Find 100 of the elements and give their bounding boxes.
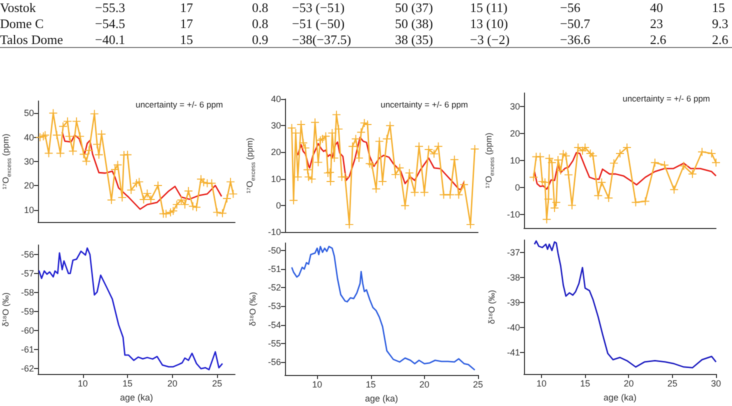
- point: [124, 150, 132, 159]
- point: [301, 144, 310, 152]
- point: [564, 170, 573, 179]
- y-tick-label: -40: [506, 322, 520, 333]
- x-tick-label: 15: [580, 378, 590, 388]
- y-tick-label: -56: [20, 249, 34, 260]
- x-axis-title: age (ka): [603, 392, 637, 402]
- text: 17: [180, 0, 193, 16]
- point: [698, 148, 706, 156]
- text: 2.6: [650, 32, 666, 48]
- y-tick-label: 0: [276, 200, 281, 210]
- point: [154, 181, 162, 190]
- point: [396, 164, 404, 172]
- point: [85, 146, 94, 154]
- point: [41, 131, 50, 140]
- y-tick-label: -57: [20, 268, 34, 278]
- text: −56: [560, 0, 580, 16]
- text: 15: [180, 32, 193, 48]
- y-tick-label: 20: [270, 147, 281, 158]
- x-tick-label: 15: [122, 378, 133, 388]
- text: 40: [650, 0, 663, 16]
- y-tick-label: 20: [510, 128, 520, 138]
- line-series: [534, 240, 717, 368]
- point: [540, 178, 549, 186]
- line-series: [291, 246, 476, 371]
- point: [64, 117, 72, 126]
- point: [326, 177, 335, 186]
- point: [76, 132, 84, 140]
- point: [391, 170, 400, 179]
- text: −54.5: [95, 16, 126, 32]
- y-tick-label: -61: [20, 344, 34, 354]
- text: 17: [180, 16, 193, 32]
- text: Talos Dome: [0, 32, 63, 48]
- y-tick-label: 10: [24, 204, 34, 215]
- point: [93, 140, 102, 148]
- point: [670, 186, 678, 194]
- point: [544, 195, 552, 204]
- point: [430, 150, 438, 158]
- point: [308, 175, 316, 184]
- point: [52, 131, 61, 140]
- point: [226, 178, 235, 186]
- annotation: uncertainty = +/- 6 ppm: [622, 94, 710, 104]
- point: [368, 160, 376, 169]
- point: [341, 172, 350, 181]
- text: Vostok: [0, 0, 36, 16]
- point: [650, 158, 659, 167]
- point: [545, 154, 554, 162]
- text: 23: [650, 16, 663, 32]
- point: [460, 180, 468, 189]
- text: −3 (−2): [470, 32, 510, 48]
- x-axis-title: age (ka): [364, 393, 398, 404]
- text: −40.1: [95, 32, 126, 48]
- x-tick-label: 15: [366, 380, 376, 390]
- y-tick-label: -38: [506, 272, 520, 283]
- y-tick-label: -51: [268, 264, 281, 274]
- text: 0.8: [252, 16, 268, 32]
- y-tick-label: 30: [24, 156, 34, 166]
- y-tick-label: 10: [270, 174, 281, 184]
- point: [59, 122, 68, 130]
- x-tick-label: 20: [624, 378, 634, 388]
- annotation: uncertainty = +/- 6 ppm: [136, 100, 224, 110]
- point: [222, 194, 231, 203]
- point: [641, 197, 650, 206]
- point: [334, 125, 343, 134]
- y-tick-label: 40: [270, 94, 281, 104]
- x-tick-label: 30: [710, 378, 722, 388]
- point: [610, 159, 618, 168]
- point: [574, 144, 582, 152]
- text: −51 (−50): [292, 16, 345, 32]
- point: [318, 134, 327, 143]
- y-tick-label: 0: [514, 182, 520, 192]
- y-axis-title: δ¹⁸O (‰): [248, 292, 258, 326]
- point: [290, 196, 298, 204]
- point: [140, 195, 148, 204]
- point: [218, 209, 226, 218]
- point: [556, 166, 565, 174]
- point: [169, 206, 178, 215]
- point: [552, 198, 560, 206]
- point: [348, 142, 357, 150]
- point: [660, 161, 669, 170]
- point: [712, 158, 720, 167]
- point: [188, 202, 197, 210]
- text: −55.3: [95, 0, 126, 16]
- text: 13 (10): [470, 16, 508, 32]
- point: [424, 146, 433, 154]
- text: 15 (11): [470, 0, 508, 16]
- y-tick-label: -37: [506, 248, 520, 258]
- y-tick-label: -62: [20, 363, 34, 374]
- point: [688, 170, 696, 178]
- y-axis-title: δ¹⁸O (‰): [0, 292, 11, 327]
- y-tick-label: -41: [506, 348, 520, 358]
- point: [65, 132, 74, 140]
- point: [708, 149, 716, 158]
- text: 15: [712, 0, 725, 16]
- point: [588, 152, 597, 160]
- text: 0.8: [252, 0, 268, 16]
- point: [604, 194, 613, 202]
- text: 38 (35): [395, 32, 433, 48]
- annotation: uncertainty = +/- 6 ppm: [380, 100, 468, 110]
- point: [229, 190, 238, 198]
